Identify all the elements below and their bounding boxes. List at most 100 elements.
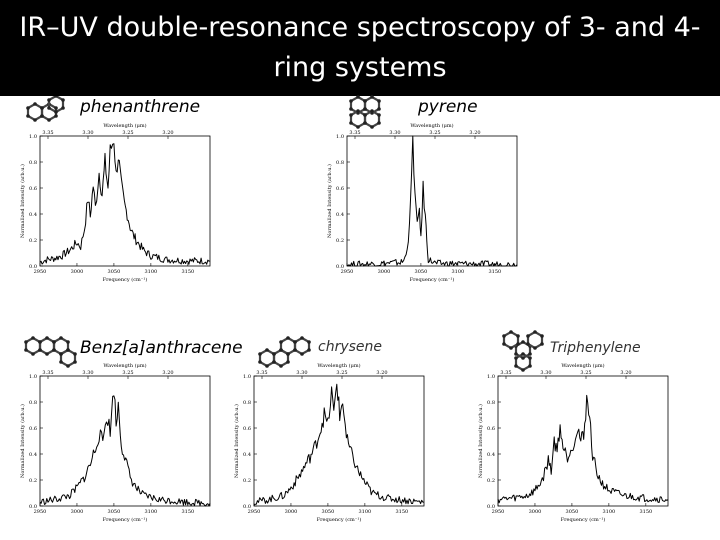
x-axis-label: Frequency (cm⁻¹) (410, 276, 455, 283)
y-tick-label: 0.2 (487, 478, 495, 484)
top-tick-label: 3.30 (389, 130, 400, 136)
y-tick-label: 0.4 (243, 452, 251, 458)
compound-label-phenanthrene: phenanthrene (80, 97, 201, 117)
top-tick-label: 3.20 (620, 370, 631, 376)
compound-label-pyrene: pyrene (418, 97, 478, 117)
y-tick-label: 0.2 (243, 478, 251, 484)
spectrum-line (39, 143, 211, 265)
y-tick-label: 0.6 (29, 186, 37, 192)
y-tick-label: 0.0 (243, 504, 251, 510)
spectrum-line (39, 395, 211, 507)
compound-label-benz-a-anthracene: Benz[a]anthracene (80, 338, 243, 358)
top-axis-label: Wavelength (μm) (410, 122, 453, 129)
chart-svg: 2950 3000 3050 3100 3150 3.35 3.30 3.25 3.20 0.0 0… (19, 362, 211, 523)
chart-chrysene: 2950 3000 3050 3100 3150 3.35 3.30 3.25 3.20 0.0 0… (232, 358, 432, 523)
x-tick-label: 3150 (181, 509, 194, 515)
spectrum-line (253, 383, 424, 506)
y-tick-label: 0.6 (336, 186, 344, 192)
top-tick-label: 3.20 (162, 130, 173, 136)
plot-frame (346, 135, 518, 267)
y-tick-label: 0.2 (29, 238, 37, 244)
plot-frame (39, 135, 211, 267)
top-tick-label: 3.20 (162, 370, 173, 376)
x-tick-label: 2950 (492, 509, 505, 515)
y-tick-label: 0.4 (29, 452, 37, 458)
top-tick-label: 3.20 (376, 370, 387, 376)
x-tick-label: 3000 (529, 509, 542, 515)
chart-benz-a-anthracene: 2950 3000 3050 3100 3150 3.35 3.30 3.25 3.20 0.0 0… (18, 358, 218, 523)
y-tick-label: 0.6 (243, 426, 251, 432)
x-tick-label: 3100 (145, 509, 158, 515)
x-tick-label: 3050 (415, 269, 428, 275)
compound-label-chrysene: chrysene (318, 339, 383, 355)
x-tick-label: 3100 (359, 509, 372, 515)
x-tick-label: 2950 (248, 509, 261, 515)
x-axis-label: Frequency (cm⁻¹) (317, 516, 362, 523)
top-tick-label: 3.25 (122, 370, 133, 376)
x-tick-label: 3150 (395, 509, 408, 515)
top-tick-label: 3.35 (256, 370, 267, 376)
spectrum-line (497, 394, 669, 504)
chart-svg: 2950 3000 3050 3100 3150 3.35 3.30 3.25 3.20 0.0 0… (19, 122, 211, 283)
chart-svg: 2950 3000 3050 3100 3150 3.35 3.30 3.25 3.20 0.0 0… (477, 362, 669, 523)
y-tick-label: 0.4 (487, 452, 495, 458)
x-tick-label: 3100 (603, 509, 616, 515)
top-tick-label: 3.30 (540, 370, 551, 376)
y-axis-label: Normalized Intensity (arb.u.) (19, 404, 26, 478)
page-title: IR–UV double-resonance spectroscopy of 3… (19, 12, 701, 83)
x-tick-label: 3000 (71, 509, 84, 515)
top-tick-label: 3.30 (82, 130, 93, 136)
y-tick-label: 0.8 (243, 400, 251, 406)
x-axis-label: Frequency (cm⁻¹) (103, 276, 148, 283)
y-axis-label: Normalized Intensity (arb.u.) (477, 404, 484, 478)
top-tick-label: 3.30 (296, 370, 307, 376)
y-tick-label: 1.0 (487, 374, 495, 380)
top-tick-label: 3.25 (336, 370, 347, 376)
y-tick-label: 1.0 (29, 374, 37, 380)
x-axis-label: Frequency (cm⁻¹) (561, 516, 606, 523)
y-tick-label: 0.8 (487, 400, 495, 406)
top-tick-label: 3.30 (82, 370, 93, 376)
x-tick-label: 3000 (71, 269, 84, 275)
top-tick-label: 3.25 (122, 130, 133, 136)
y-tick-label: 0.2 (29, 478, 37, 484)
top-tick-label: 3.35 (42, 130, 53, 136)
top-axis-label: Wavelength (μm) (317, 362, 360, 369)
chart-svg: 2950 3000 3050 3100 3150 3.35 3.30 3.25 3.20 0.0 0… (326, 122, 518, 283)
y-tick-label: 0.0 (29, 504, 37, 510)
y-tick-label: 0.8 (29, 160, 37, 166)
top-tick-label: 3.35 (500, 370, 511, 376)
y-tick-label: 0.0 (29, 264, 37, 270)
y-tick-label: 0.2 (336, 238, 344, 244)
chart-triphenylene: 2950 3000 3050 3100 3150 3.35 3.30 3.25 3.20 0.0 0… (476, 358, 676, 523)
x-tick-label: 2950 (34, 509, 47, 515)
top-tick-label: 3.35 (42, 370, 53, 376)
x-tick-label: 3050 (566, 509, 579, 515)
y-tick-label: 0.0 (487, 504, 495, 510)
top-axis-label: Wavelength (μm) (103, 362, 146, 369)
chart-svg: 2950 3000 3050 3100 3150 3.35 3.30 3.25 3.20 0.0 0… (233, 362, 425, 523)
y-tick-label: 0.8 (336, 160, 344, 166)
plot-frame (497, 375, 669, 507)
x-tick-label: 3050 (108, 269, 121, 275)
x-tick-label: 3050 (108, 509, 121, 515)
top-axis-label: Wavelength (μm) (103, 122, 146, 129)
compound-label-triphenylene: Triphenylene (550, 340, 641, 356)
spectrum-line (346, 135, 518, 267)
chart-phenanthrene: 2950 3000 3050 3100 3150 3.35 3.30 3.25 3.20 0.0 0… (18, 118, 218, 283)
x-tick-label: 3150 (639, 509, 652, 515)
x-tick-label: 3150 (488, 269, 501, 275)
title-bar: IR–UV double-resonance spectroscopy of 3… (0, 0, 720, 96)
x-tick-label: 3150 (181, 269, 194, 275)
x-axis-label: Frequency (cm⁻¹) (103, 516, 148, 523)
y-tick-label: 0.4 (29, 212, 37, 218)
y-tick-label: 1.0 (29, 134, 37, 140)
x-tick-label: 3000 (378, 269, 391, 275)
top-tick-label: 3.35 (349, 130, 360, 136)
top-tick-label: 3.25 (429, 130, 440, 136)
chart-pyrene: 2950 3000 3050 3100 3150 3.35 3.30 3.25 3.20 0.0 0… (325, 118, 525, 283)
x-tick-label: 2950 (34, 269, 47, 275)
y-tick-label: 1.0 (243, 374, 251, 380)
y-tick-label: 0.4 (336, 212, 344, 218)
x-tick-label: 3100 (145, 269, 158, 275)
